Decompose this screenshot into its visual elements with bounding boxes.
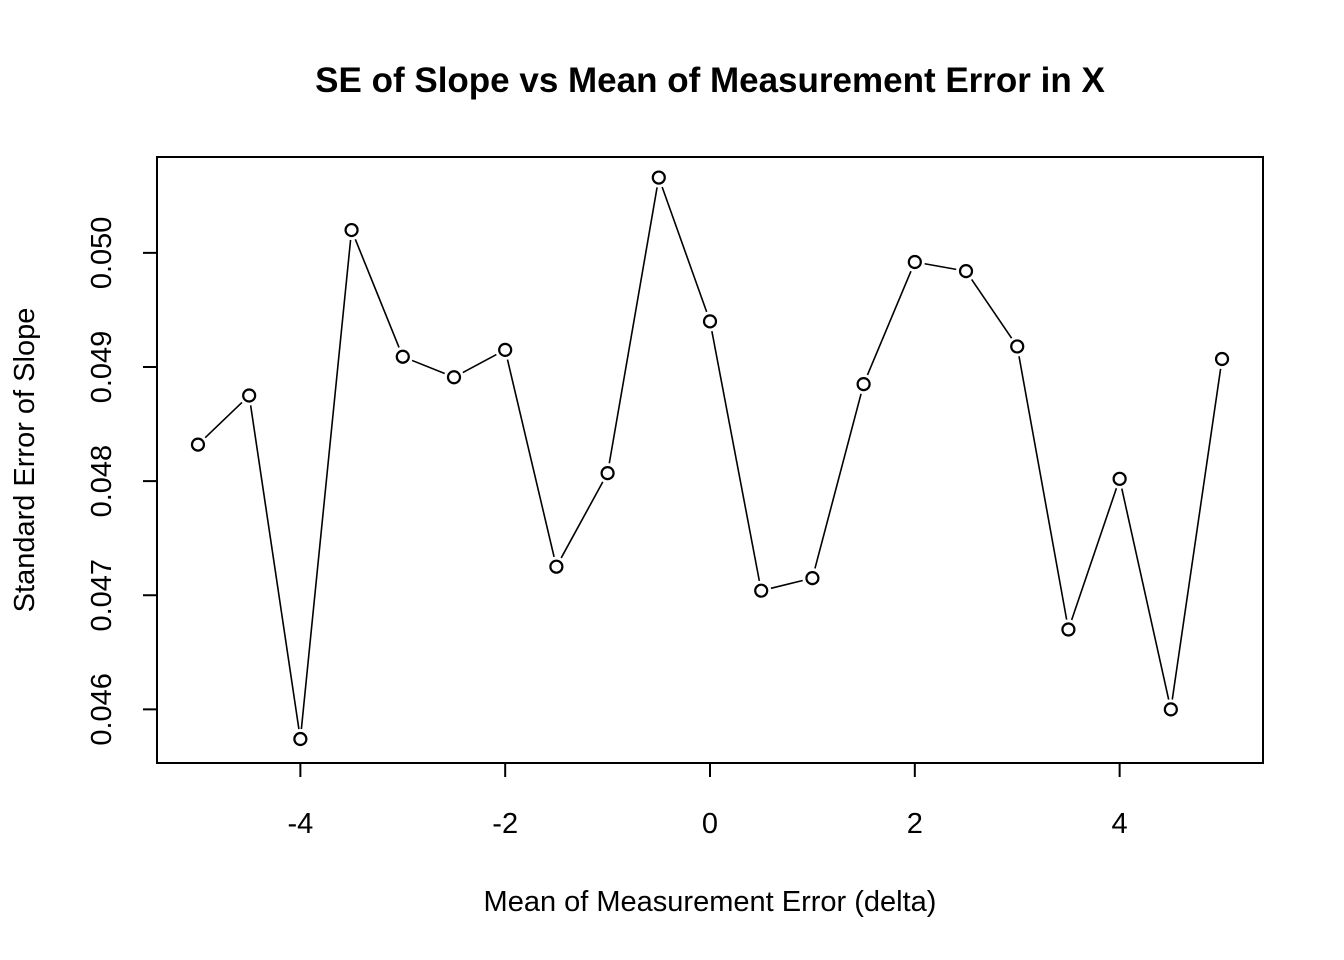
data-point bbox=[907, 254, 922, 270]
series-line-segment bbox=[462, 353, 497, 374]
data-point bbox=[1163, 702, 1178, 717]
series-line-segment bbox=[204, 401, 243, 439]
data-point bbox=[805, 571, 820, 586]
series-line-segment bbox=[814, 393, 862, 569]
data-point bbox=[293, 731, 308, 747]
series-line-segment bbox=[711, 331, 761, 581]
data-point bbox=[344, 222, 359, 238]
series-line-segment bbox=[411, 359, 445, 375]
data-point bbox=[242, 388, 257, 403]
data-point bbox=[1112, 471, 1127, 486]
data-point bbox=[702, 314, 718, 329]
series-line-segment bbox=[770, 579, 803, 590]
data-point bbox=[395, 349, 410, 364]
data-line-segments bbox=[204, 186, 1222, 730]
y-axis: 0.046 0.047 0.048 0.049 0.050 bbox=[86, 217, 158, 746]
y-tick-label: 0.048 bbox=[86, 445, 118, 518]
x-tick-label: 2 bbox=[907, 808, 923, 840]
data-point bbox=[190, 437, 206, 452]
y-axis-title: Standard Error of Slope bbox=[9, 308, 41, 613]
data-point bbox=[958, 264, 974, 279]
series-line-segment bbox=[661, 186, 708, 313]
data-points bbox=[190, 170, 1230, 747]
y-tick-label: 0.050 bbox=[86, 217, 118, 290]
data-point bbox=[1061, 622, 1076, 637]
series-line-segment bbox=[560, 481, 604, 559]
data-point bbox=[651, 170, 666, 185]
series-line-segment bbox=[1070, 488, 1118, 621]
y-tick-label: 0.046 bbox=[86, 673, 118, 746]
x-tick-label: 0 bbox=[702, 808, 718, 840]
series-line-segment bbox=[506, 359, 555, 558]
data-point bbox=[446, 370, 462, 385]
y-tick-label: 0.047 bbox=[86, 559, 118, 632]
data-point bbox=[1010, 339, 1025, 354]
series-line-segment bbox=[1171, 368, 1222, 700]
x-tick-label: -2 bbox=[492, 808, 518, 840]
series-line-segment bbox=[970, 278, 1013, 339]
series-line-segment bbox=[924, 262, 957, 271]
series-line-segment bbox=[866, 270, 912, 376]
x-axis-title: Mean of Measurement Error (delta) bbox=[484, 886, 937, 918]
data-point bbox=[498, 342, 513, 357]
series-line-segment bbox=[608, 187, 658, 464]
x-axis: -4 -2 0 2 4 bbox=[287, 762, 1128, 840]
x-tick-label: 4 bbox=[1112, 808, 1128, 840]
data-point bbox=[1214, 351, 1230, 367]
data-point bbox=[549, 559, 564, 574]
series-line-segment bbox=[1018, 356, 1068, 620]
data-point bbox=[600, 466, 615, 481]
y-tick-label: 0.049 bbox=[86, 331, 118, 404]
x-tick-label: -4 bbox=[287, 808, 313, 840]
series-line-segment bbox=[300, 239, 352, 730]
chart-title: SE of Slope vs Mean of Measurement Error… bbox=[315, 61, 1105, 100]
plot-area-box bbox=[156, 156, 1264, 764]
data-point bbox=[754, 583, 769, 598]
series-line-segment bbox=[354, 239, 400, 348]
series-line-segment bbox=[249, 405, 300, 730]
series-line-segment bbox=[1121, 488, 1170, 700]
data-point bbox=[856, 377, 871, 392]
